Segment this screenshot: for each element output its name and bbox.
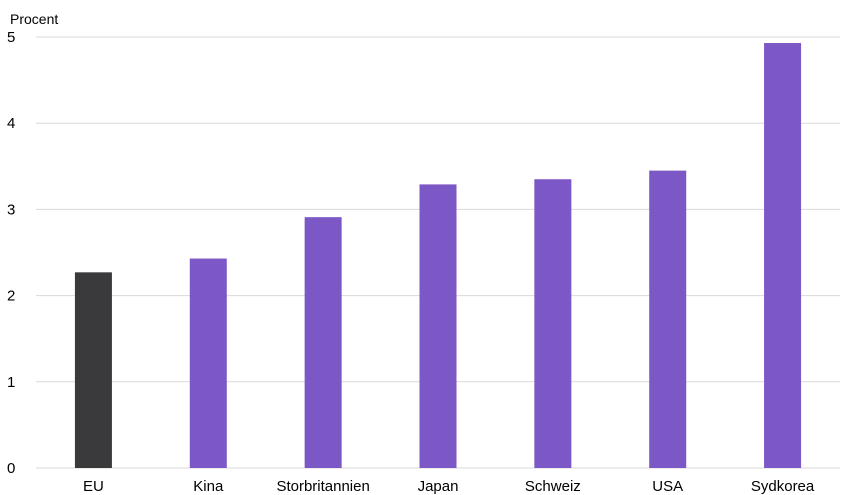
y-axis-ticks: 0 1 2 3 4 5 — [7, 29, 15, 477]
y-tick-label: 4 — [7, 115, 15, 132]
x-category-label: Japan — [418, 478, 459, 495]
x-category-label: Kina — [193, 478, 224, 495]
x-category-label: EU — [83, 478, 104, 495]
y-axis-unit-label: Procent — [10, 11, 58, 27]
x-category-label: Schweiz — [525, 478, 581, 495]
bar-storbritannien — [304, 217, 342, 468]
bar-kina — [189, 258, 227, 468]
y-tick-label: 3 — [7, 201, 15, 218]
bar-schweiz — [534, 179, 572, 469]
bar-usa — [649, 170, 687, 469]
x-category-label: Sydkorea — [751, 478, 815, 495]
bar-japan — [419, 184, 457, 469]
bars — [74, 43, 802, 469]
y-tick-label: 5 — [7, 29, 15, 46]
y-tick-label: 2 — [7, 288, 15, 305]
y-tick-label: 1 — [7, 374, 15, 391]
bar-eu — [74, 272, 112, 468]
x-category-label: Storbritannien — [276, 478, 369, 495]
bar-sydkorea — [764, 43, 802, 469]
y-tick-label: 0 — [7, 460, 15, 477]
x-category-label: USA — [652, 478, 683, 495]
x-axis-labels: EU Kina Storbritannien Japan Schweiz USA Sydko… — [83, 478, 815, 495]
